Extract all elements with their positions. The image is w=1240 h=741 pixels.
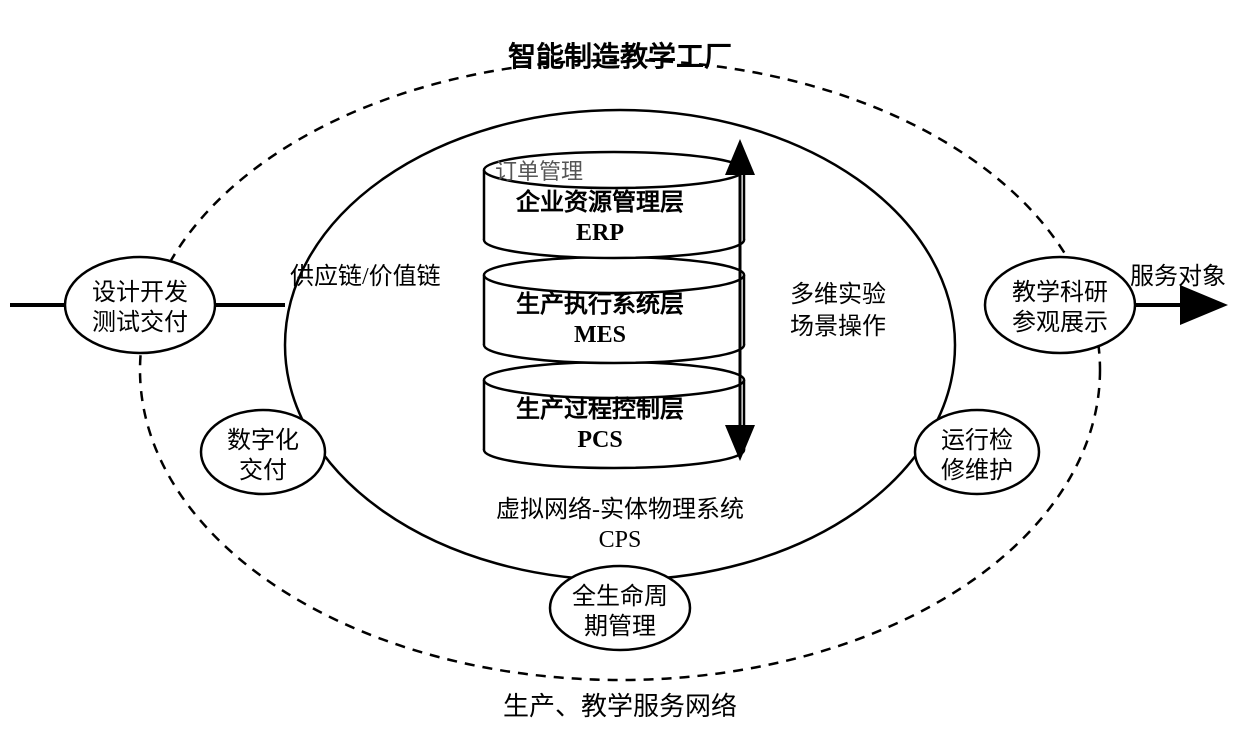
bottom-node-l2: 期管理 (560, 612, 680, 643)
erp-l1: 企业资源管理层 (500, 188, 700, 219)
left-node-l1: 设计开发 (80, 278, 200, 309)
service-target-label: 服务对象 (1130, 262, 1226, 293)
multidim-l1: 多维实验 (790, 280, 886, 311)
multidim-l2: 场景操作 (790, 312, 886, 343)
bl-node-l2: 交付 (213, 456, 313, 487)
supply-chain-label: 供应链/价值链 (290, 262, 441, 293)
right-node-l1: 教学科研 (1000, 278, 1120, 309)
bottom-outer-label: 生产、教学服务网络 (420, 690, 820, 724)
erp-l2: ERP (500, 218, 700, 249)
mes-l1: 生产执行系统层 (500, 290, 700, 321)
pcs-l1: 生产过程控制层 (500, 395, 700, 426)
left-node-l2: 测试交付 (80, 308, 200, 339)
right-node-l2: 参观展示 (1000, 308, 1120, 339)
bottom-node-l1: 全生命周 (560, 582, 680, 613)
bl-node-l1: 数字化 (213, 426, 313, 457)
pcs-l2: PCS (500, 425, 700, 456)
cps-l2: CPS (420, 525, 820, 556)
br-node-l1: 运行检 (927, 426, 1027, 457)
cps-l1: 虚拟网络-实体物理系统 (420, 495, 820, 526)
mes-l2: MES (500, 320, 700, 351)
br-node-l2: 修维护 (927, 456, 1027, 487)
order-mgmt-label: 订单管理 (495, 158, 583, 187)
title-label: 智能制造教学工厂 (420, 40, 820, 76)
